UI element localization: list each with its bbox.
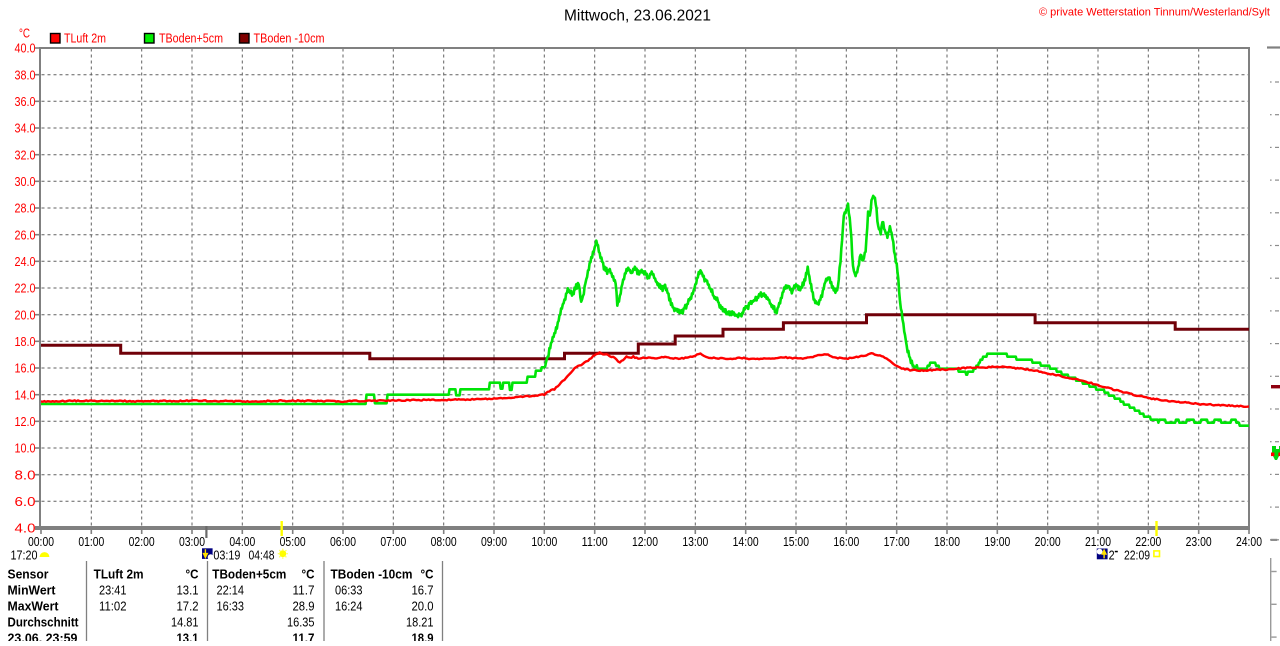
svg-text:24.0: 24.0 xyxy=(15,255,36,269)
svg-text:Mittwoch, 23.06.2021: Mittwoch, 23.06.2021 xyxy=(564,8,711,25)
svg-text:32.0: 32.0 xyxy=(15,148,36,162)
svg-text:© private Wetterstation Tinnum: © private Wetterstation Tinnum/Westerlan… xyxy=(1039,7,1270,19)
svg-text:28.9: 28.9 xyxy=(293,599,315,614)
svg-text:Sensor: Sensor xyxy=(8,567,49,582)
svg-text:03:00: 03:00 xyxy=(179,535,205,549)
svg-text:°C: °C xyxy=(302,567,316,582)
svg-text:23:41: 23:41 xyxy=(99,583,127,598)
svg-text:00:00: 00:00 xyxy=(28,535,54,549)
svg-text:10:00: 10:00 xyxy=(531,535,557,549)
svg-text:16:00: 16:00 xyxy=(833,535,859,549)
svg-text:07:00: 07:00 xyxy=(380,535,406,549)
svg-text:18.9: 18.9 xyxy=(412,631,434,642)
svg-text:Durchschnitt: Durchschnitt xyxy=(8,615,80,630)
svg-text:11:00: 11:00 xyxy=(582,535,608,549)
svg-text:26.0: 26.0 xyxy=(15,228,36,242)
svg-text:17:20: 17:20 xyxy=(11,549,38,563)
svg-text:12.0: 12.0 xyxy=(15,415,36,429)
svg-text:°C: °C xyxy=(186,567,200,582)
svg-text:16:24: 16:24 xyxy=(335,599,363,614)
svg-text:8.0: 8.0 xyxy=(15,468,36,482)
svg-text:08:00: 08:00 xyxy=(431,535,457,549)
svg-text:21:00: 21:00 xyxy=(1085,535,1111,549)
svg-text:20.0: 20.0 xyxy=(15,308,36,322)
svg-text:MaxWert: MaxWert xyxy=(8,599,60,614)
svg-text:04:00: 04:00 xyxy=(229,535,255,549)
svg-text:16.0: 16.0 xyxy=(15,362,36,376)
svg-text:05:00: 05:00 xyxy=(280,535,306,549)
svg-text:13:00: 13:00 xyxy=(682,535,708,549)
svg-text:TBoden -10cm: TBoden -10cm xyxy=(254,31,325,46)
svg-text:06:33: 06:33 xyxy=(335,583,363,598)
svg-text:36.0: 36.0 xyxy=(15,95,36,109)
svg-text:MinWert: MinWert xyxy=(8,583,57,598)
svg-text:30.0: 30.0 xyxy=(15,175,36,189)
svg-text:09:00: 09:00 xyxy=(481,535,507,549)
svg-text:22:00: 22:00 xyxy=(1135,535,1161,549)
svg-text:TBoden+5cm: TBoden+5cm xyxy=(212,567,286,582)
svg-text:24:00: 24:00 xyxy=(1236,535,1262,549)
svg-text:04:48: 04:48 xyxy=(249,549,275,563)
svg-text:03:19: 03:19 xyxy=(213,549,240,563)
svg-text:TBoden+5cm: TBoden+5cm xyxy=(159,31,223,46)
svg-text:22:14: 22:14 xyxy=(217,583,245,598)
svg-text:4.0: 4.0 xyxy=(15,522,36,536)
svg-text:18.21: 18.21 xyxy=(406,615,434,630)
svg-text:10.0: 10.0 xyxy=(15,442,36,456)
svg-text:20.0: 20.0 xyxy=(412,599,434,614)
svg-text:6.0: 6.0 xyxy=(15,495,36,509)
svg-text:23.06. 23:59: 23.06. 23:59 xyxy=(8,631,78,642)
svg-text:TLuft 2m: TLuft 2m xyxy=(64,31,106,46)
svg-text:28.0: 28.0 xyxy=(15,202,36,216)
svg-text:15:00: 15:00 xyxy=(783,535,809,549)
svg-text:06:00: 06:00 xyxy=(330,535,356,549)
svg-text:38.0: 38.0 xyxy=(15,68,36,82)
svg-text:13.1: 13.1 xyxy=(177,583,199,598)
svg-text:11:02: 11:02 xyxy=(99,599,127,614)
svg-text:23:00: 23:00 xyxy=(1186,535,1212,549)
svg-text:11.7: 11.7 xyxy=(293,583,315,598)
svg-text:18:00: 18:00 xyxy=(934,535,960,549)
svg-text:22:09: 22:09 xyxy=(1124,549,1150,563)
svg-text:°C: °C xyxy=(421,567,435,582)
svg-text:14.81: 14.81 xyxy=(171,615,199,630)
svg-text:°C: °C xyxy=(19,27,30,41)
svg-text:11.7: 11.7 xyxy=(293,631,315,642)
svg-text:16:33: 16:33 xyxy=(217,599,245,614)
svg-text:17:00: 17:00 xyxy=(884,535,910,549)
svg-text:19:00: 19:00 xyxy=(984,535,1010,549)
svg-text:TBoden -10cm: TBoden -10cm xyxy=(331,567,413,582)
svg-text:14:00: 14:00 xyxy=(733,535,759,549)
svg-text:17.2: 17.2 xyxy=(177,599,199,614)
svg-text:22.0: 22.0 xyxy=(15,282,36,296)
svg-text:01:00: 01:00 xyxy=(78,535,104,549)
svg-text:2: 2 xyxy=(1109,549,1115,563)
svg-text:14.0: 14.0 xyxy=(15,388,36,402)
svg-text:18.0: 18.0 xyxy=(15,335,36,349)
svg-text:12:00: 12:00 xyxy=(632,535,658,549)
svg-text:13.1: 13.1 xyxy=(177,631,199,642)
svg-text:TLuft 2m: TLuft 2m xyxy=(94,567,144,582)
svg-text:02:00: 02:00 xyxy=(129,535,155,549)
svg-text:40.0: 40.0 xyxy=(15,42,36,56)
svg-text:34.0: 34.0 xyxy=(15,122,36,136)
svg-text:16.7: 16.7 xyxy=(412,583,434,598)
svg-text:16.35: 16.35 xyxy=(287,615,315,630)
svg-text:20:00: 20:00 xyxy=(1035,535,1061,549)
